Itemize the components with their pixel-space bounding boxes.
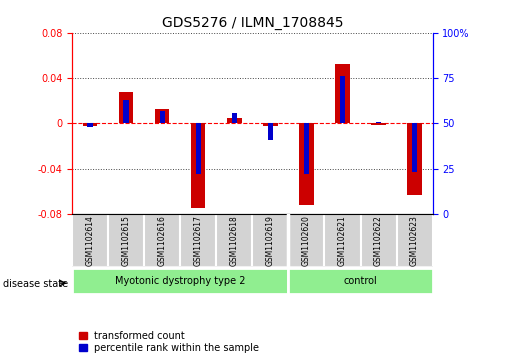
Bar xyxy=(160,111,165,123)
Title: GDS5276 / ILMN_1708845: GDS5276 / ILMN_1708845 xyxy=(162,16,343,30)
Bar xyxy=(124,100,129,123)
Bar xyxy=(263,123,278,126)
Text: GSM1102618: GSM1102618 xyxy=(230,215,239,266)
Text: control: control xyxy=(344,276,377,286)
FancyBboxPatch shape xyxy=(252,214,288,267)
Text: GSM1102617: GSM1102617 xyxy=(194,215,203,266)
FancyBboxPatch shape xyxy=(360,214,397,267)
FancyBboxPatch shape xyxy=(108,214,144,267)
Text: GSM1102616: GSM1102616 xyxy=(158,215,167,266)
Text: GSM1102619: GSM1102619 xyxy=(266,215,275,266)
Bar xyxy=(304,123,309,174)
FancyBboxPatch shape xyxy=(324,214,360,267)
Bar xyxy=(371,123,386,125)
FancyBboxPatch shape xyxy=(72,214,108,267)
Text: GSM1102615: GSM1102615 xyxy=(122,215,131,266)
FancyBboxPatch shape xyxy=(397,214,433,267)
Bar xyxy=(191,123,205,208)
FancyBboxPatch shape xyxy=(288,214,324,267)
Bar xyxy=(227,118,242,123)
Bar xyxy=(232,113,237,123)
Text: GSM1102614: GSM1102614 xyxy=(85,215,95,266)
Bar xyxy=(155,109,169,123)
Bar xyxy=(412,123,417,172)
Bar xyxy=(376,122,381,123)
Text: GSM1102621: GSM1102621 xyxy=(338,215,347,266)
Text: GSM1102620: GSM1102620 xyxy=(302,215,311,266)
FancyBboxPatch shape xyxy=(288,268,433,294)
Bar xyxy=(196,123,201,174)
Text: Myotonic dystrophy type 2: Myotonic dystrophy type 2 xyxy=(115,276,246,286)
FancyBboxPatch shape xyxy=(144,214,180,267)
Text: disease state: disease state xyxy=(3,279,67,289)
Bar xyxy=(83,123,97,126)
Text: GSM1102623: GSM1102623 xyxy=(410,215,419,266)
FancyBboxPatch shape xyxy=(72,268,288,294)
Bar xyxy=(88,123,93,127)
Bar xyxy=(340,76,345,123)
Bar xyxy=(268,123,273,140)
Bar xyxy=(335,65,350,123)
FancyBboxPatch shape xyxy=(216,214,252,267)
Bar xyxy=(119,92,133,123)
Legend: transformed count, percentile rank within the sample: transformed count, percentile rank withi… xyxy=(77,329,262,355)
Bar xyxy=(407,123,422,195)
Text: GSM1102622: GSM1102622 xyxy=(374,215,383,266)
FancyBboxPatch shape xyxy=(180,214,216,267)
Bar xyxy=(299,123,314,205)
